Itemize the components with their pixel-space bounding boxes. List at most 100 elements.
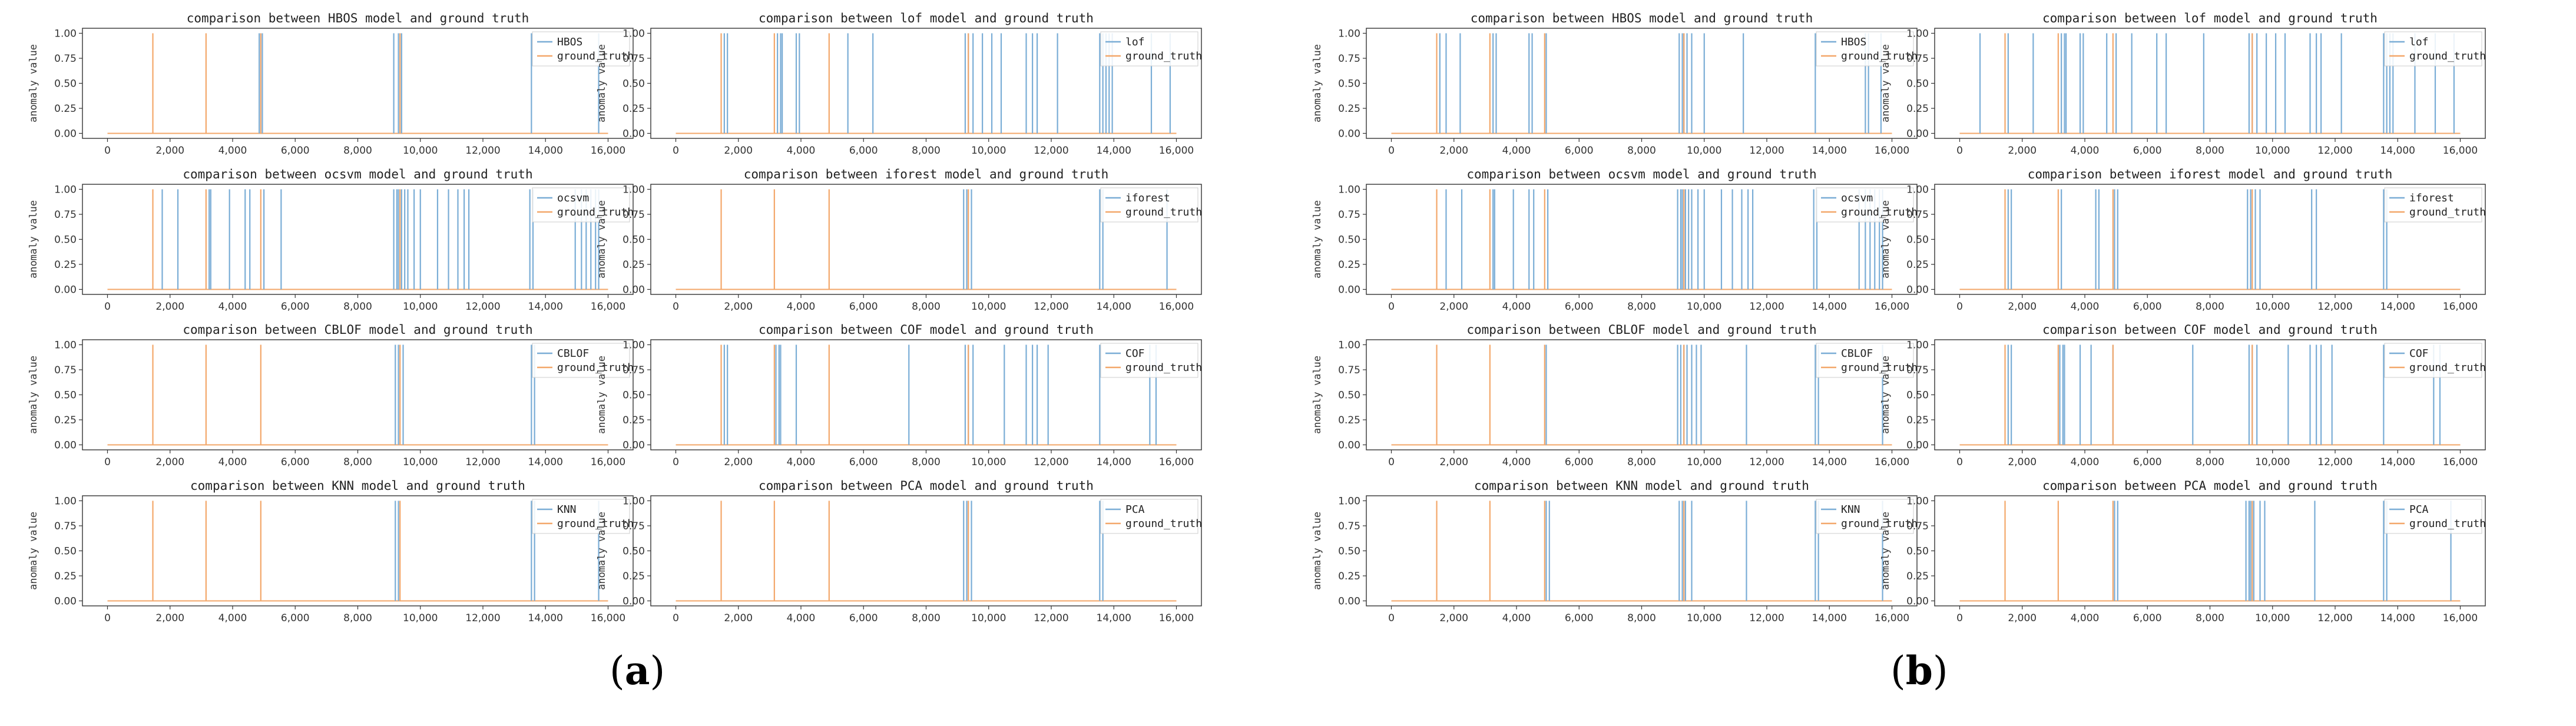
y-tick-label: 0.50: [54, 234, 77, 246]
y-tick-label: 0.50: [1906, 390, 1929, 402]
subplot-a-knn: comparison between KNN model and ground …: [28, 479, 634, 624]
y-tick-label: 0.50: [623, 546, 645, 558]
x-tick-label: 8,000: [2196, 301, 2224, 313]
y-tick-label: 0.75: [54, 53, 77, 65]
y-tick-label: 1.00: [1338, 496, 1360, 508]
x-tick-label: 16,000: [1159, 301, 1194, 313]
legend-ground-truth-label: ground_truth: [1841, 362, 1918, 374]
x-tick-label: 2,000: [2008, 456, 2037, 468]
y-tick-label: 0.75: [1906, 364, 1929, 376]
subplot-title: comparison between PCA model and ground …: [759, 479, 1094, 493]
y-tick-label: 0.50: [623, 390, 645, 402]
legend-model-label: iforest: [2409, 192, 2454, 204]
y-tick-label: 0.00: [1906, 440, 1929, 452]
y-axis-label: anomaly value: [1880, 356, 1892, 434]
legend-box: [1816, 187, 1914, 223]
x-tick-label: 8,000: [2196, 456, 2224, 468]
x-tick-label: 12,000: [1034, 456, 1068, 468]
x-tick-label: 16,000: [1875, 145, 1909, 157]
x-tick-label: 6,000: [2133, 301, 2162, 313]
x-tick-label: 6,000: [849, 612, 878, 624]
x-tick-label: 8,000: [343, 612, 372, 624]
x-tick-label: 4,000: [1502, 456, 1531, 468]
subplot-a-ocsvm: comparison between ocsvm model and groun…: [28, 167, 634, 313]
y-tick-label: 0.25: [1338, 415, 1360, 426]
legend-model-label: PCA: [1125, 503, 1145, 516]
y-tick-label: 0.00: [1906, 284, 1929, 296]
y-tick-label: 0.25: [1906, 259, 1929, 271]
x-tick-label: 0: [673, 612, 679, 624]
legend-ground-truth-label: ground_truth: [557, 362, 634, 374]
x-tick-label: 2,000: [155, 301, 184, 313]
x-tick-label: 14,000: [2380, 301, 2415, 313]
y-tick-label: 0.25: [623, 415, 645, 426]
x-tick-label: 6,000: [2133, 456, 2162, 468]
x-tick-label: 12,000: [2317, 612, 2352, 624]
y-tick-label: 0.25: [1338, 259, 1360, 271]
x-tick-label: 2,000: [155, 145, 184, 157]
y-tick-label: 0.50: [54, 546, 77, 558]
x-tick-label: 2,000: [2008, 612, 2037, 624]
y-tick-label: 0.25: [54, 103, 77, 115]
x-tick-label: 16,000: [2443, 456, 2478, 468]
legend-model-label: lof: [1125, 36, 1145, 48]
y-tick-label: 0.75: [1906, 209, 1929, 221]
legend-model-label: PCA: [2409, 503, 2429, 516]
legend-model-label: ocsvm: [557, 192, 589, 204]
x-tick-label: 14,000: [1812, 301, 1847, 313]
subplot-title: comparison between COF model and ground …: [2042, 323, 2378, 337]
y-tick-label: 1.00: [623, 184, 645, 196]
subplot-title: comparison between PCA model and ground …: [2042, 479, 2378, 493]
legend-box: [1100, 31, 1198, 67]
subplot-a-cof: comparison between COF model and ground …: [596, 323, 1202, 468]
y-tick-label: 1.00: [54, 496, 77, 508]
legend-ground-truth-label: ground_truth: [1841, 50, 1918, 62]
x-tick-label: 2,000: [724, 145, 753, 157]
legend-ground-truth-label: ground_truth: [1125, 206, 1202, 218]
x-tick-label: 0: [673, 301, 679, 313]
x-tick-label: 4,000: [218, 612, 247, 624]
y-axis-label: anomaly value: [1312, 512, 1323, 590]
y-tick-label: 1.00: [1338, 184, 1360, 196]
x-tick-label: 8,000: [1627, 145, 1656, 157]
subplot-title: comparison between iforest model and gro…: [744, 167, 1109, 181]
y-tick-label: 1.00: [1906, 184, 1929, 196]
subplot-title: comparison between ocsvm model and groun…: [183, 167, 532, 181]
x-tick-label: 12,000: [1749, 145, 1784, 157]
x-tick-label: 2,000: [1439, 145, 1468, 157]
legend-model-label: iforest: [1125, 192, 1170, 204]
subplot-a-pca: comparison between PCA model and ground …: [596, 479, 1202, 624]
x-tick-label: 8,000: [1627, 612, 1656, 624]
x-tick-label: 12,000: [465, 145, 500, 157]
x-tick-label: 12,000: [1034, 612, 1068, 624]
y-tick-label: 0.25: [54, 259, 77, 271]
x-tick-label: 0: [1388, 456, 1395, 468]
y-tick-label: 0.00: [54, 284, 77, 296]
legend-model-label: COF: [1125, 347, 1145, 360]
subplot-b-lof: comparison between lof model and ground …: [1880, 11, 2486, 157]
x-tick-label: 0: [673, 145, 679, 157]
y-tick-label: 0.00: [1338, 596, 1360, 608]
y-tick-label: 0.75: [1906, 521, 1929, 532]
subplot-a-cblof: comparison between CBLOF model and groun…: [28, 323, 634, 468]
x-tick-label: 8,000: [912, 301, 941, 313]
x-tick-label: 8,000: [2196, 612, 2224, 624]
x-tick-label: 16,000: [1875, 301, 1909, 313]
y-tick-label: 0.75: [54, 209, 77, 221]
subplot-title: comparison between HBOS model and ground…: [187, 11, 529, 25]
x-tick-label: 12,000: [2317, 301, 2352, 313]
x-tick-label: 16,000: [591, 145, 625, 157]
x-tick-label: 4,000: [787, 301, 816, 313]
y-tick-label: 0.00: [623, 440, 645, 452]
x-tick-label: 12,000: [465, 612, 500, 624]
y-tick-label: 0.00: [1338, 440, 1360, 452]
x-tick-label: 4,000: [218, 301, 247, 313]
y-tick-label: 0.00: [54, 128, 77, 140]
y-tick-label: 0.50: [623, 78, 645, 90]
y-tick-label: 0.25: [54, 415, 77, 426]
x-tick-label: 4,000: [787, 456, 816, 468]
legend-ground-truth-label: ground_truth: [2409, 362, 2486, 374]
legend-box: [532, 187, 630, 223]
legend-ground-truth-label: ground_truth: [1125, 362, 1202, 374]
